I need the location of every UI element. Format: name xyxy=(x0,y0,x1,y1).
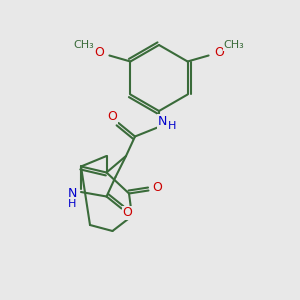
Text: H: H xyxy=(168,121,177,131)
Text: O: O xyxy=(108,110,117,124)
Text: O: O xyxy=(123,206,132,220)
Text: O: O xyxy=(214,46,224,59)
Text: O: O xyxy=(153,181,162,194)
Text: CH₃: CH₃ xyxy=(224,40,244,50)
Text: N: N xyxy=(157,115,167,128)
Text: H: H xyxy=(68,199,76,209)
Text: CH₃: CH₃ xyxy=(74,40,94,50)
Text: N: N xyxy=(67,187,77,200)
Text: O: O xyxy=(94,46,104,59)
